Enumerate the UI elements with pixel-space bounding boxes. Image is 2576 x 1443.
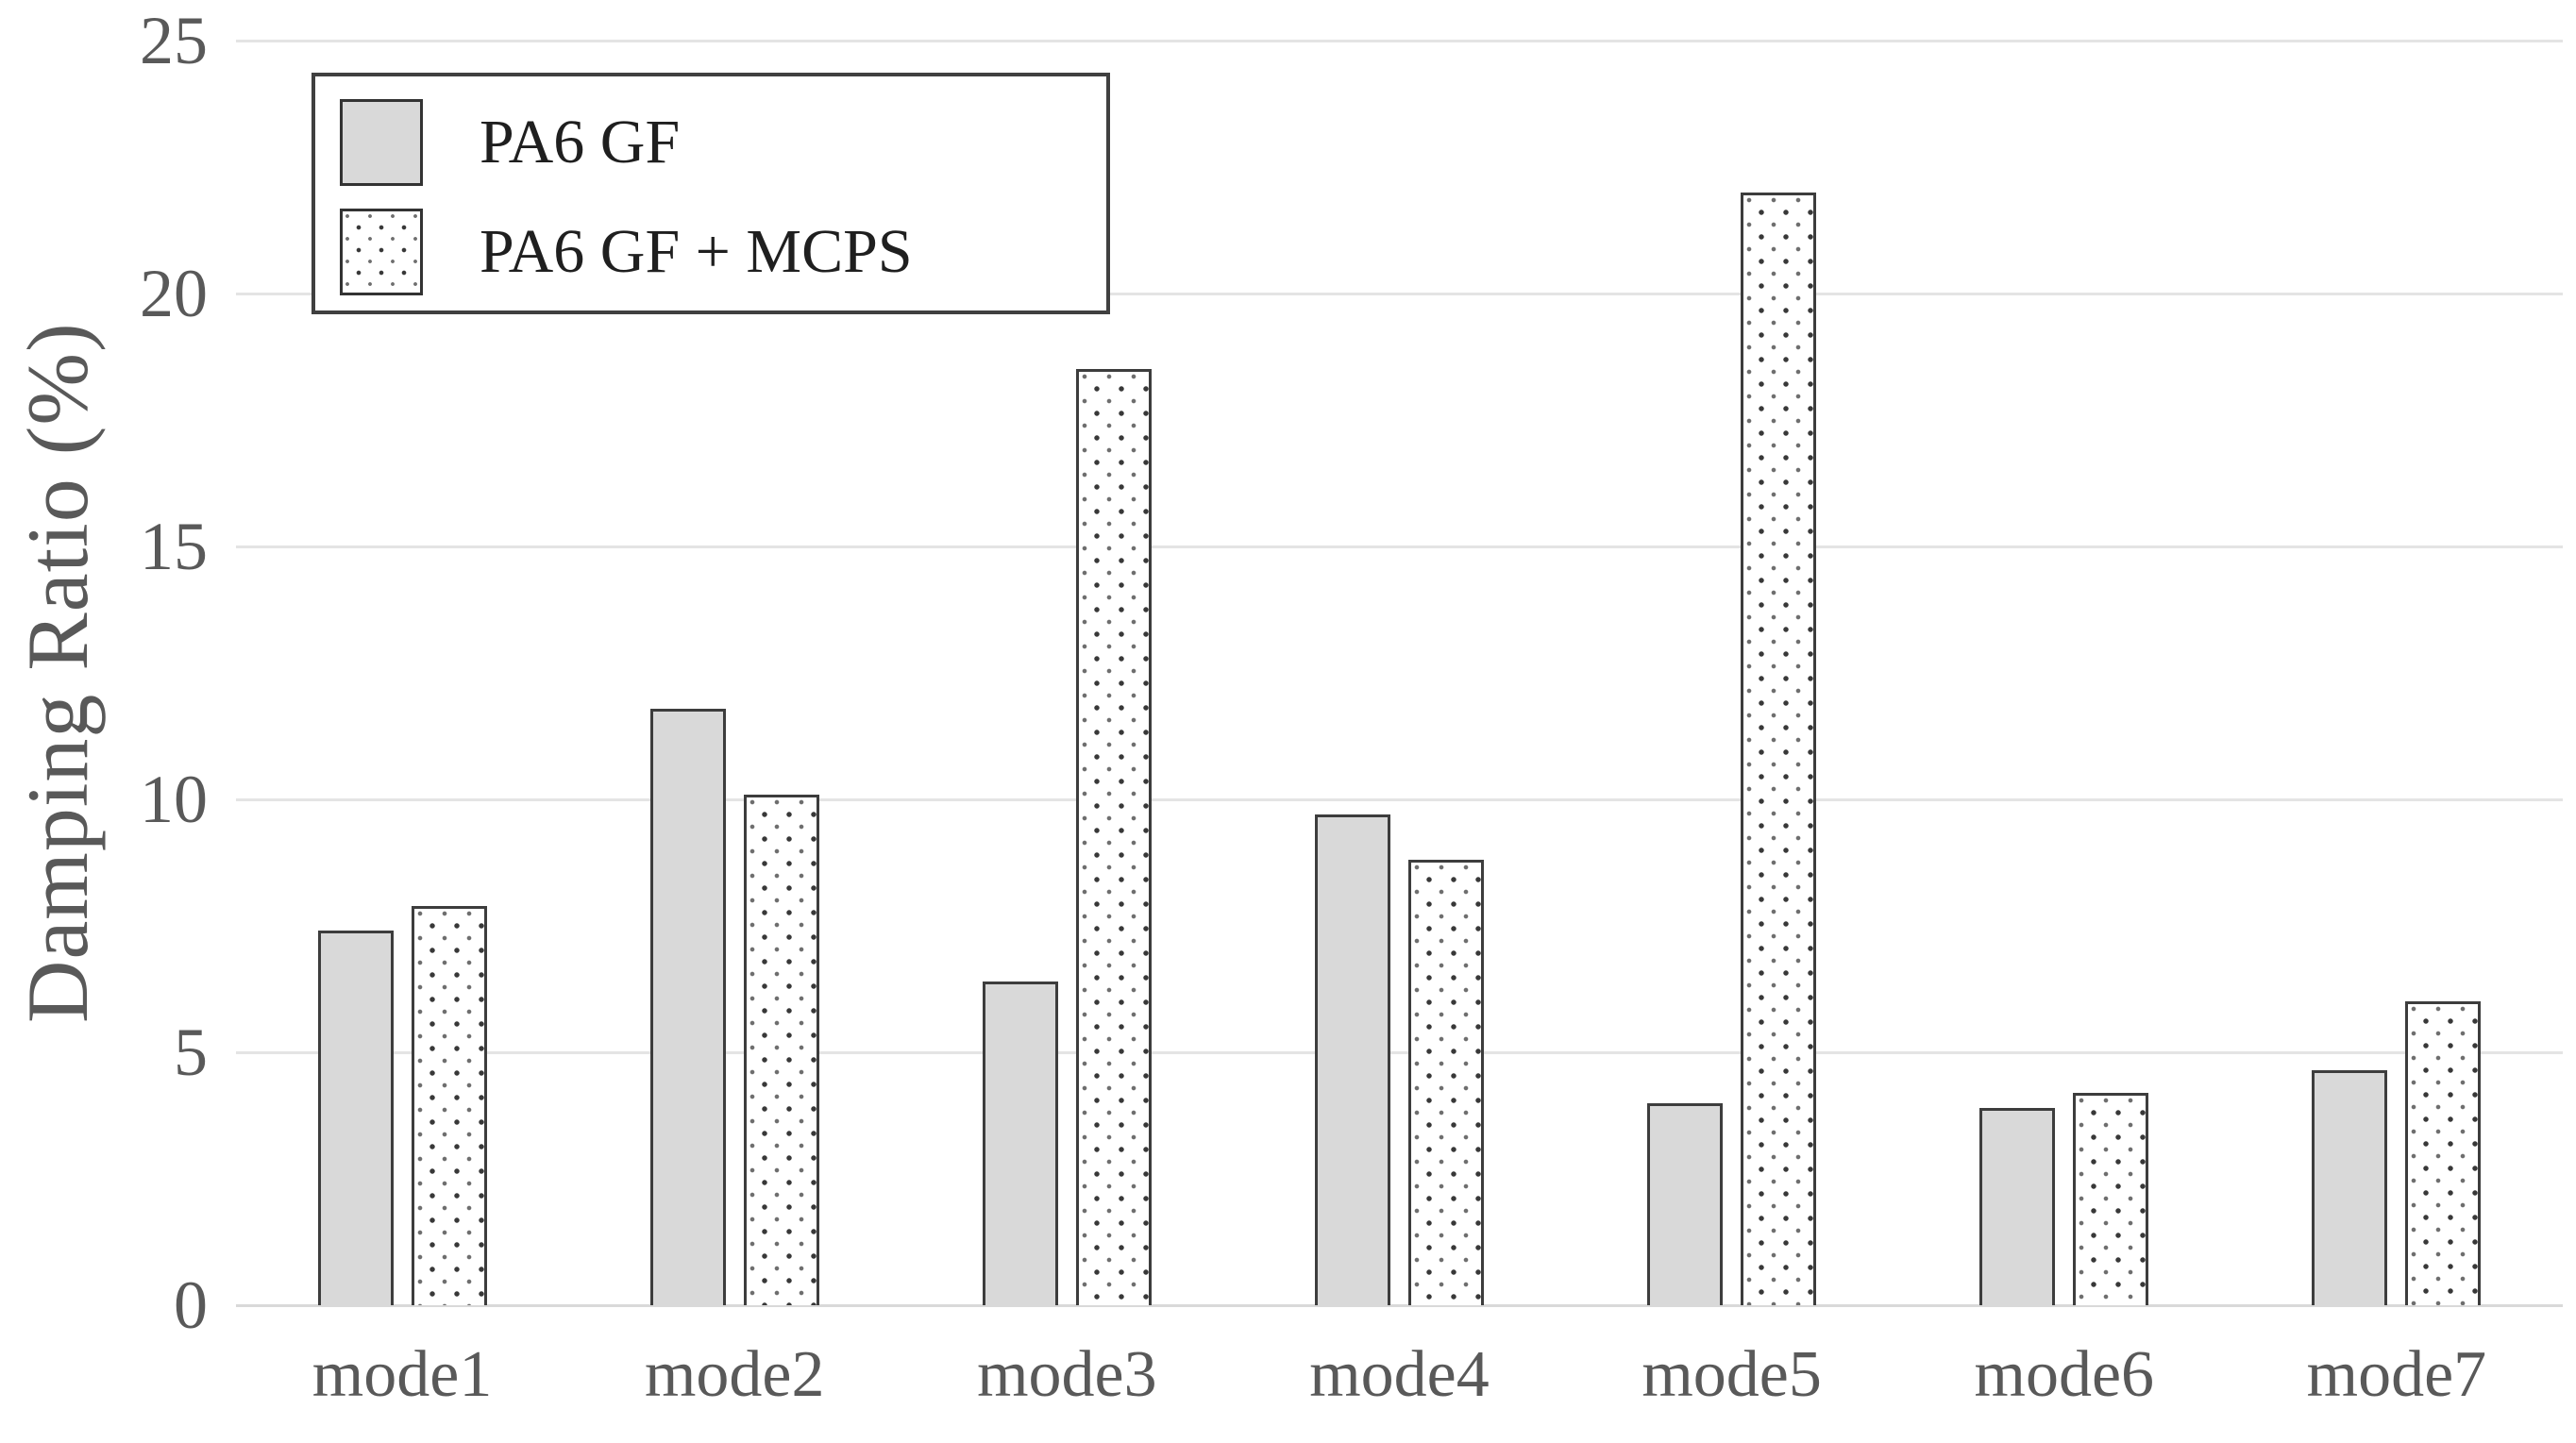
bar-mode7-series-0 — [2312, 1069, 2388, 1305]
bar-group-mode2 — [568, 41, 901, 1305]
y-axis-title: Damping Ratio (%) — [9, 322, 106, 1024]
bar-mode3-series-1 — [1075, 369, 1152, 1305]
plot-area — [236, 39, 2563, 1307]
gridline — [236, 39, 2563, 42]
gridline — [236, 1303, 2563, 1307]
x-tick-label-mode5: mode5 — [1642, 1338, 1822, 1411]
x-axis-labels: mode1 mode2 mode3 mode4 mode5 mode6 mode7 — [236, 1338, 2563, 1411]
bar-mode7-series-1 — [2405, 1001, 2482, 1305]
legend-item: PA6 GF — [340, 99, 1087, 186]
bar-mode4-series-1 — [1407, 860, 1484, 1305]
bar-mode2-series-0 — [649, 708, 726, 1305]
gridline — [236, 1050, 2563, 1054]
bar-group-mode1 — [236, 41, 568, 1305]
bar-group-mode4 — [1233, 41, 1565, 1305]
legend-swatch-icon — [340, 99, 423, 186]
bar-mode3-series-0 — [982, 981, 1058, 1305]
bar-group-mode3 — [901, 41, 1233, 1305]
y-tick-label: 10 — [140, 762, 208, 837]
bar-mode6-series-1 — [2073, 1092, 2149, 1305]
bar-mode2-series-1 — [743, 794, 819, 1305]
x-tick-label-mode1: mode1 — [311, 1338, 493, 1411]
x-tick-label-mode3: mode3 — [977, 1338, 1157, 1411]
gridline — [236, 545, 2563, 548]
gridline — [236, 292, 2563, 295]
x-tick-label-mode2: mode2 — [644, 1338, 825, 1411]
legend: PA6 GF PA6 GF + MCPS — [311, 73, 1110, 314]
bar-group-mode6 — [1898, 41, 2231, 1305]
legend-label: PA6 GF + MCPS — [480, 217, 913, 286]
y-tick-label: 20 — [140, 256, 208, 331]
y-tick-label: 15 — [140, 509, 208, 584]
bar-mode5-series-1 — [1741, 192, 1817, 1305]
bar-group-mode5 — [1566, 41, 1898, 1305]
bar-mode6-series-0 — [1979, 1107, 2056, 1305]
bar-mode4-series-0 — [1314, 814, 1390, 1305]
legend-item: PA6 GF + MCPS — [340, 209, 1087, 295]
x-tick-label-mode4: mode4 — [1309, 1338, 1490, 1411]
x-tick-label-mode7: mode7 — [2306, 1338, 2487, 1411]
legend-label: PA6 GF — [480, 108, 681, 176]
gridline — [236, 797, 2563, 801]
legend-swatch-icon — [340, 209, 423, 295]
y-tick-label: 5 — [174, 1015, 208, 1090]
bar-mode1-series-1 — [411, 905, 487, 1305]
x-tick-label-mode6: mode6 — [1974, 1338, 2155, 1411]
y-tick-label: 0 — [174, 1267, 208, 1343]
bar-group-mode7 — [2231, 41, 2563, 1305]
bar-mode5-series-0 — [1647, 1102, 1724, 1305]
bars-container — [236, 41, 2563, 1305]
y-tick-label: 25 — [140, 3, 208, 78]
bar-mode1-series-0 — [317, 931, 394, 1305]
